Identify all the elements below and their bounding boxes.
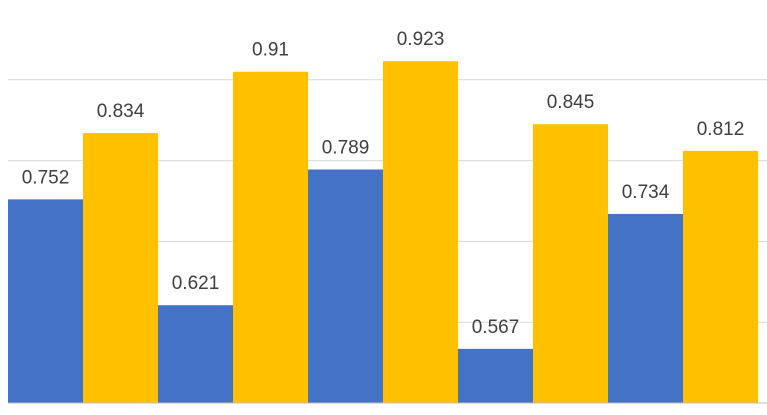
bar bbox=[683, 150, 758, 403]
bar bbox=[83, 133, 158, 404]
bar bbox=[233, 71, 308, 403]
data-label: 0.621 bbox=[172, 273, 220, 294]
bar bbox=[8, 199, 83, 403]
data-label: 0.734 bbox=[622, 182, 670, 203]
data-labels: 0.752 0.834 0.621 0.91 0.789 0.923 0.567 0.845 0… bbox=[22, 29, 745, 338]
data-label: 0.923 bbox=[397, 29, 445, 50]
bar bbox=[533, 124, 608, 404]
bar bbox=[383, 61, 458, 403]
bar bbox=[308, 169, 383, 403]
data-label: 0.834 bbox=[97, 101, 145, 122]
bar bbox=[608, 213, 683, 403]
data-label: 0.812 bbox=[697, 119, 745, 140]
data-label: 0.752 bbox=[22, 167, 70, 188]
data-label: 0.845 bbox=[547, 92, 595, 113]
bar bbox=[158, 305, 233, 403]
data-label: 0.567 bbox=[472, 317, 520, 338]
data-label: 0.789 bbox=[322, 137, 370, 158]
bars bbox=[8, 61, 758, 404]
bar bbox=[458, 348, 533, 403]
data-label: 0.91 bbox=[252, 40, 289, 61]
